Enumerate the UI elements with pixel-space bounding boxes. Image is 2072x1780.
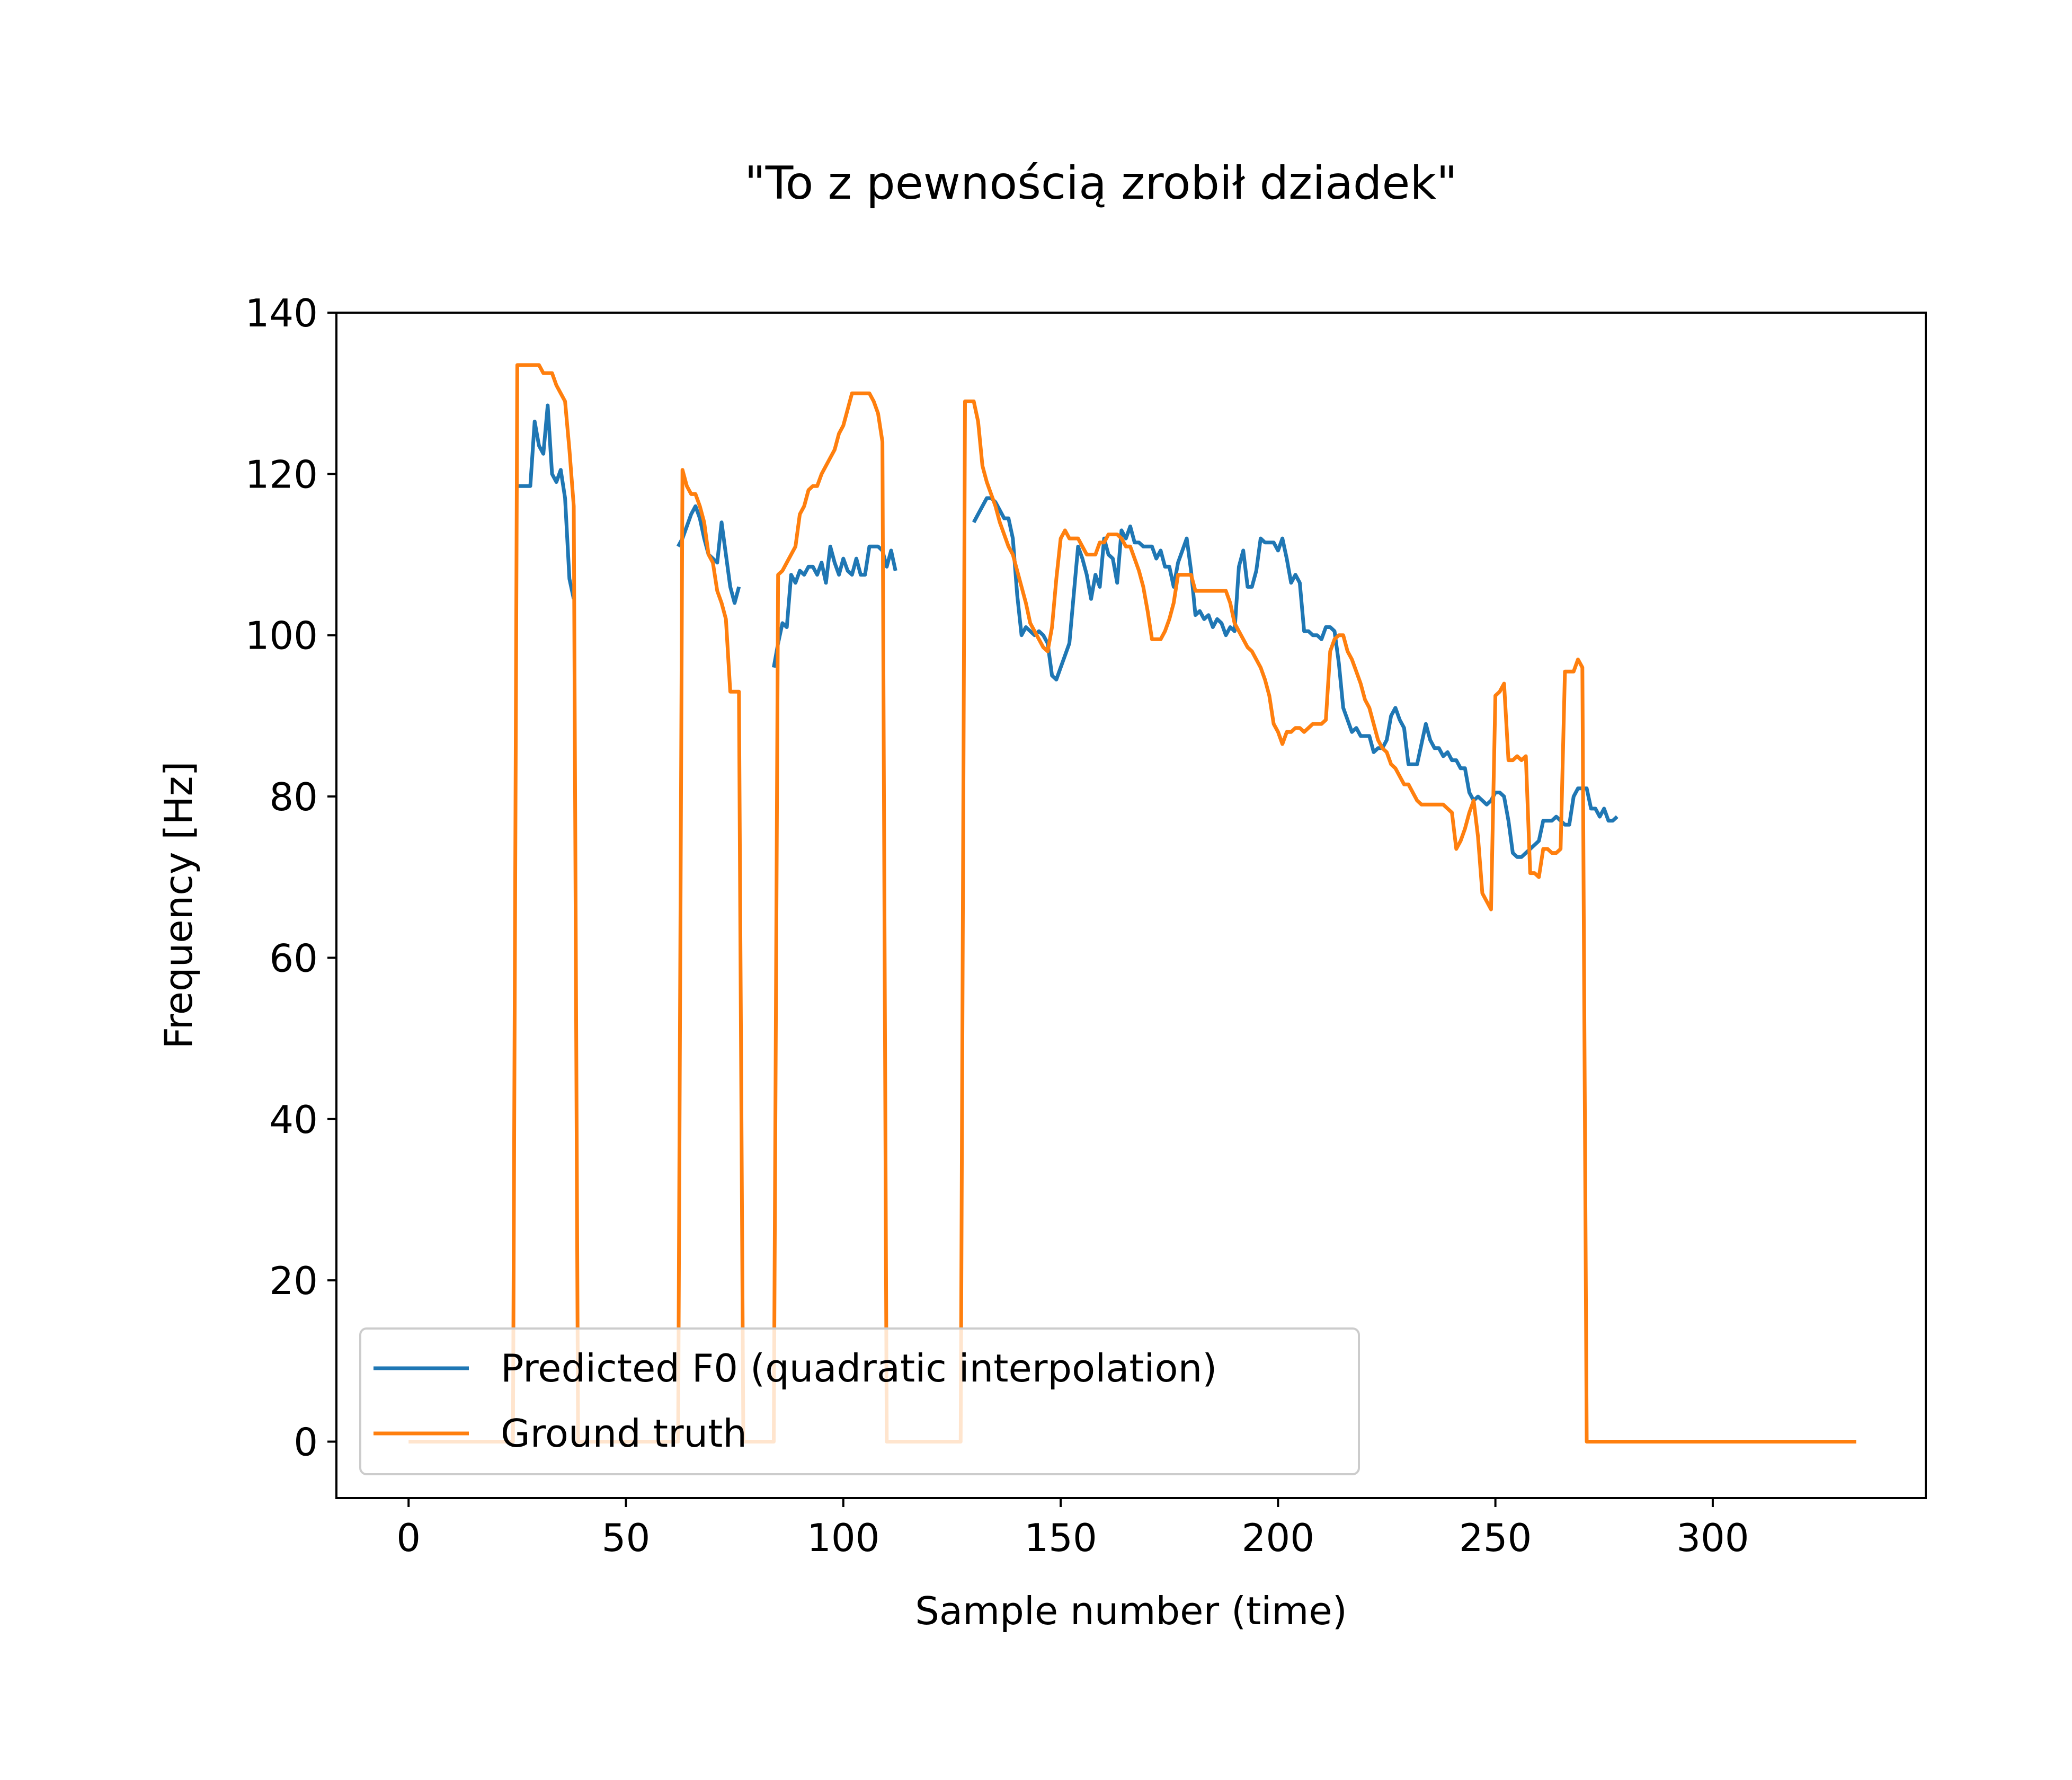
x-tick-label: 250 — [1459, 1516, 1532, 1560]
legend-label-ground-truth: Ground truth — [501, 1411, 747, 1456]
y-tick-label: 140 — [245, 291, 318, 335]
y-tick-label: 120 — [245, 452, 318, 497]
x-tick-label: 300 — [1676, 1516, 1749, 1560]
series-line-ground-truth-0 — [408, 363, 1856, 1444]
y-axis-label: Frequency [Hz] — [156, 761, 201, 1049]
y-tick-label: 60 — [269, 936, 318, 980]
x-tick-label: 100 — [807, 1516, 879, 1560]
series-line-predicted-0 — [517, 403, 576, 599]
x-axis-label: Sample number (time) — [915, 1589, 1347, 1633]
x-tick-label: 0 — [396, 1516, 421, 1560]
y-tick-label: 100 — [245, 614, 318, 658]
series-layer — [408, 363, 1856, 1444]
y-tick-label: 0 — [294, 1420, 318, 1464]
series-line-predicted-2 — [772, 544, 897, 668]
y-tick-label: 80 — [269, 775, 318, 819]
x-tick-label: 200 — [1242, 1516, 1314, 1560]
chart-title: "To z pewnością zrobił dziadek" — [744, 157, 1457, 210]
y-tick-label: 40 — [269, 1097, 318, 1142]
series-line-predicted-3 — [972, 496, 1619, 859]
legend: Predicted F0 (quadratic interpolation) G… — [359, 1327, 1360, 1475]
legend-label-predicted: Predicted F0 (quadratic interpolation) — [501, 1346, 1217, 1391]
x-axis: 0 50 100 150 200 250 300 — [396, 1498, 1749, 1560]
x-tick-label: 50 — [602, 1516, 651, 1560]
y-axis: 0 20 40 60 80 100 120 140 — [245, 291, 336, 1464]
plot-frame — [335, 312, 1927, 1499]
y-tick-label: 20 — [269, 1259, 318, 1303]
legend-box — [359, 1327, 1360, 1475]
x-tick-label: 150 — [1024, 1516, 1097, 1560]
